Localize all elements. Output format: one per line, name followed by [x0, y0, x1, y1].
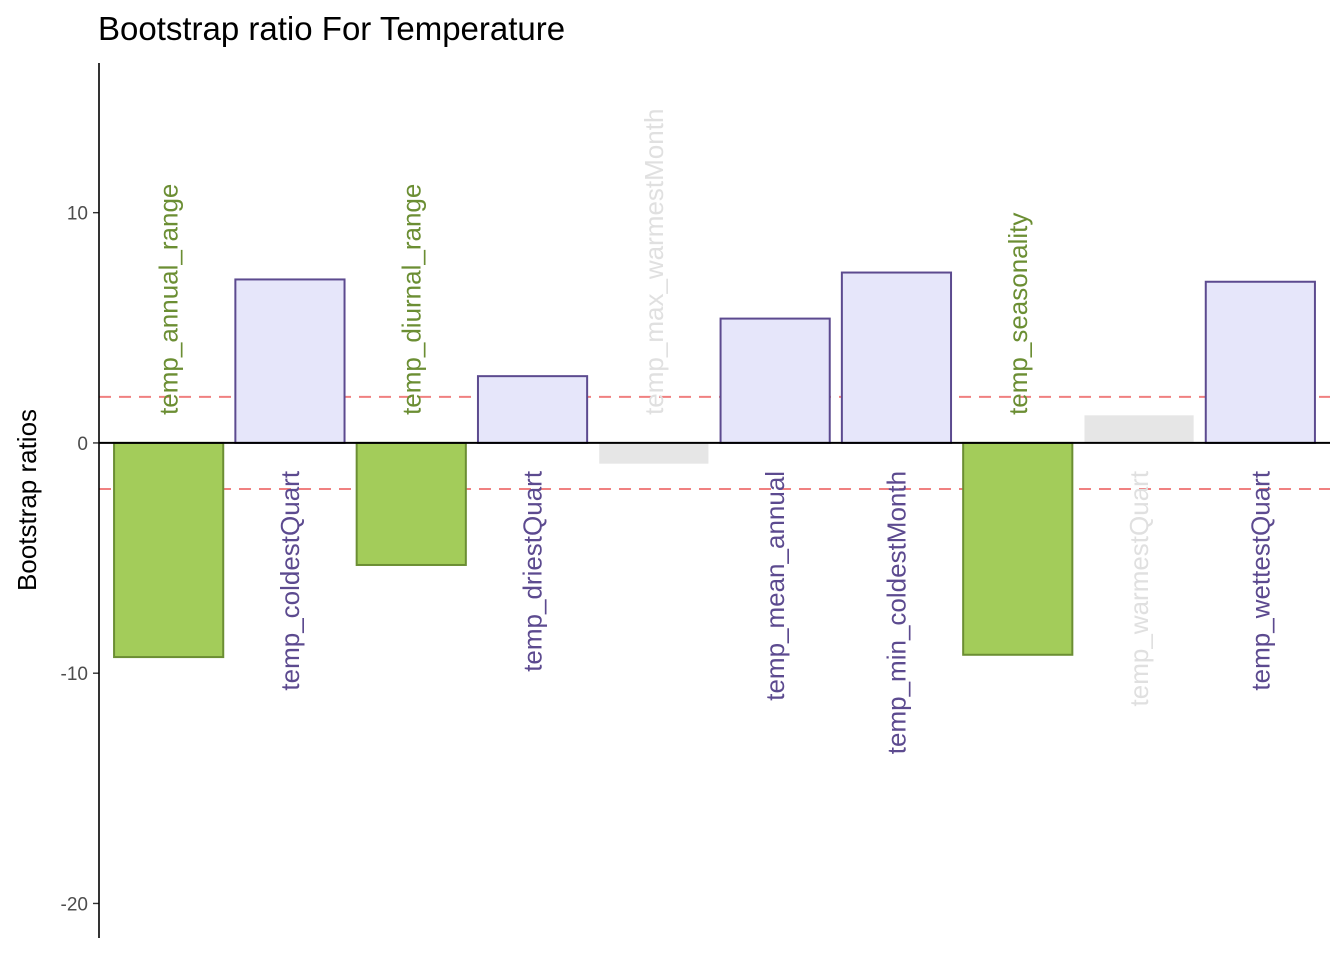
y-tick-label: 10	[67, 204, 88, 225]
bar-temp_driestQuart	[476, 375, 589, 444]
bar-label: temp_coldestQuart	[275, 470, 305, 690]
bar-label: temp_wettestQuart	[1245, 470, 1275, 690]
bar-temp_warmestQuart	[1084, 415, 1194, 443]
bar-temp_annual_range	[113, 441, 225, 659]
bar-temp_coldestQuart	[234, 278, 346, 444]
bars	[113, 271, 1316, 659]
bar-label: temp_driestQuart	[518, 470, 548, 672]
bar-temp_seasonality	[962, 441, 1074, 656]
chart-title: Bootstrap ratio For Temperature	[98, 10, 565, 47]
y-axis-label: Bootstrap ratios	[12, 409, 42, 591]
bar-label: temp_min_coldestMonth	[881, 471, 911, 754]
y-tick-label: -20	[61, 894, 88, 915]
bar-temp_mean_annual	[719, 317, 831, 444]
y-tick-label: -10	[61, 664, 88, 685]
bar-label: temp_warmestQuart	[1124, 470, 1154, 706]
bar-label: temp_max_warmestMonth	[639, 109, 669, 415]
y-axis-ticks: 10 0 -10 -20	[61, 204, 99, 915]
bar-temp_max_warmestMonth	[599, 442, 709, 464]
bar-temp_min_coldestMonth	[840, 271, 953, 444]
bar-label: temp_annual_range	[154, 184, 184, 415]
bar-label: temp_diurnal_range	[396, 184, 426, 415]
bar-labels: temp_annual_range temp_coldestQuart temp_d…	[154, 109, 1276, 755]
bar-temp_diurnal_range	[355, 441, 467, 566]
bar-label: temp_seasonality	[1003, 213, 1033, 415]
bar-label: temp_mean_annual	[760, 471, 790, 701]
bar-temp_wettestQuart	[1204, 280, 1316, 444]
y-tick-label: 0	[77, 434, 88, 455]
